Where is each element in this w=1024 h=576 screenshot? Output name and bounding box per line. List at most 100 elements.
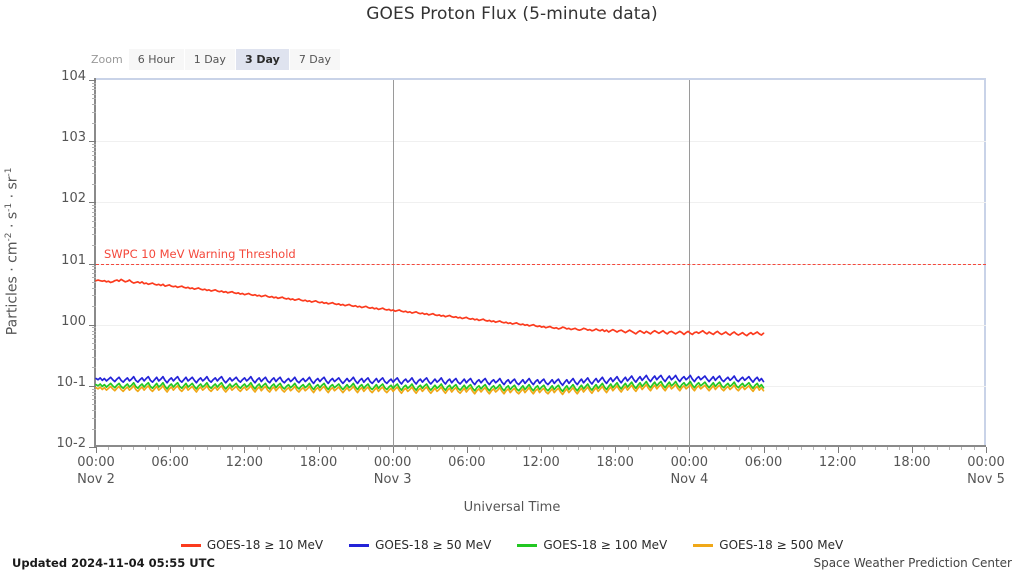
y-axis-title: Particles · cm-2 · s-1 · sr-1	[4, 31, 21, 471]
y-tick-minor	[92, 338, 96, 340]
y-tick-label: 10-2	[56, 436, 86, 451]
x-tick-label-time: 00:00	[373, 455, 412, 470]
x-tick-minor	[281, 447, 283, 450]
x-tick-minor	[491, 447, 493, 450]
y-tick-minor	[92, 287, 96, 289]
x-tick-minor	[825, 447, 827, 450]
y-tick-minor	[92, 428, 96, 430]
x-tick-minor	[157, 447, 159, 450]
x-tick-minor	[355, 447, 357, 450]
x-tick-minor	[948, 447, 950, 450]
x-tick-minor	[726, 447, 728, 450]
x-tick-minor	[256, 447, 258, 450]
x-tick-minor	[207, 447, 209, 450]
flux-trace-2	[95, 374, 765, 387]
legend-label: GOES-18 ≥ 100 MeV	[543, 538, 668, 552]
x-axis-title: Universal Time	[463, 500, 561, 515]
y-tick-minor	[92, 147, 96, 149]
y-tick-minor	[92, 234, 96, 236]
page-title: GOES Proton Flux (5-minute data)	[366, 4, 658, 24]
x-tick-minor	[887, 447, 889, 450]
y-tick-major	[89, 263, 96, 265]
flux-traces	[95, 278, 765, 396]
x-tick	[986, 447, 987, 453]
x-tick-minor	[701, 447, 703, 450]
legend-color-swatch	[180, 543, 201, 547]
y-tick-minor	[92, 281, 96, 283]
legend-color-swatch	[349, 543, 370, 547]
x-tick-minor	[973, 447, 975, 450]
y-tick-major	[89, 80, 96, 81]
x-tick-minor	[639, 447, 641, 450]
y-tick-label: 100	[61, 313, 86, 329]
x-tick-minor	[738, 447, 740, 450]
y-tick-minor	[92, 183, 96, 185]
y-tick-minor	[92, 154, 96, 156]
x-tick-minor	[503, 447, 505, 450]
x-tick	[392, 447, 394, 453]
x-tick-label-time: 00:00	[967, 455, 1005, 470]
x-tick	[763, 447, 765, 453]
y-tick-minor	[92, 245, 96, 247]
x-tick-minor	[961, 447, 963, 450]
y-tick-minor	[92, 85, 96, 87]
x-tick-minor	[652, 447, 654, 450]
x-tick	[911, 447, 913, 453]
zoom-button-6-hour[interactable]: 6 Hour	[128, 49, 185, 70]
legend-label: GOES-18 ≥ 10 MeV	[206, 538, 324, 552]
y-tick-minor	[92, 89, 96, 91]
y-tick-minor	[92, 417, 96, 419]
x-tick-label-time: 18:00	[893, 455, 931, 470]
y-axis-line	[94, 78, 96, 447]
chart-legend: GOES-18 ≥ 10 MeV GOES-18 ≥ 50 MeV GOES-18 …	[0, 538, 1024, 552]
legend-item-2[interactable]: GOES-18 ≥ 50 MeV	[349, 538, 491, 552]
x-tick-minor	[330, 447, 332, 450]
y-tick-minor	[92, 150, 96, 152]
zoom-button-7-day[interactable]: 7 Day	[289, 49, 341, 70]
zoom-button-1-day[interactable]: 1 Day	[184, 49, 236, 70]
y-tick-minor	[92, 334, 96, 336]
x-tick	[689, 447, 691, 453]
zoom-label: Zoom	[91, 53, 123, 66]
x-tick-label-date: Nov 5	[967, 472, 1005, 487]
plot-area[interactable]: SWPC 10 MeV Warning Threshold	[89, 78, 986, 448]
y-tick-minor	[92, 93, 96, 95]
x-tick-minor	[714, 447, 716, 450]
x-tick-minor	[194, 447, 196, 450]
legend-item-1[interactable]: GOES-18 ≥ 10 MeV	[180, 538, 324, 552]
x-tick-minor	[380, 447, 382, 450]
zoom-range-selector[interactable]: Zoom 6 Hour 1 Day 3 Day 7 Day	[91, 49, 341, 70]
y-tick-minor	[92, 327, 96, 329]
x-tick-minor	[454, 447, 456, 450]
y-tick-minor	[92, 143, 96, 145]
x-tick	[244, 447, 246, 453]
x-tick-minor	[367, 447, 369, 450]
source-attribution: Space Weather Prediction Center	[813, 556, 1012, 570]
x-tick-minor	[429, 447, 431, 450]
legend-item-3[interactable]: GOES-18 ≥ 100 MeV	[517, 538, 667, 552]
x-tick-minor	[800, 447, 802, 450]
x-tick	[541, 447, 542, 453]
y-tick-minor	[92, 349, 96, 350]
y-tick-label: 101	[61, 252, 86, 268]
x-tick-minor	[676, 447, 678, 450]
y-tick-minor	[92, 306, 96, 308]
legend-color-swatch	[517, 543, 538, 547]
y-tick-minor	[92, 388, 96, 390]
flux-trace-1	[95, 278, 765, 337]
y-tick-minor	[92, 226, 96, 228]
y-tick-minor	[92, 356, 96, 358]
threshold-line	[96, 263, 986, 265]
y-axis-title-text: Particles · cm-2 · s-1 · sr-1	[3, 167, 21, 336]
x-tick-label-time: 12:00	[225, 455, 264, 470]
y-tick-minor	[92, 122, 96, 124]
legend-label: GOES-18 ≥ 500 MeV	[719, 538, 844, 552]
y-tick-major	[89, 141, 96, 143]
x-tick-minor	[293, 447, 295, 450]
legend-item-4[interactable]: GOES-18 ≥ 500 MeV	[693, 538, 843, 552]
y-tick-minor	[92, 159, 96, 161]
zoom-button-3-day[interactable]: 3 Day	[235, 49, 290, 70]
x-tick-label-time: 18:00	[299, 455, 338, 470]
y-tick-minor	[92, 410, 96, 412]
y-tick-major	[89, 447, 96, 448]
